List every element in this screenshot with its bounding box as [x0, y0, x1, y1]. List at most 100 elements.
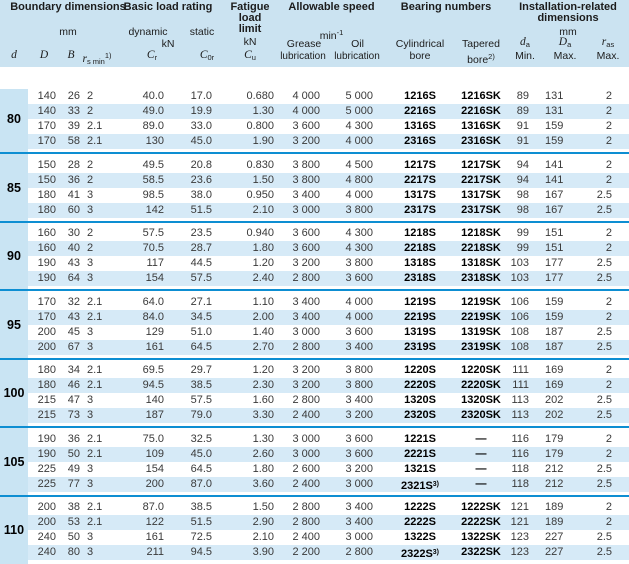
cell-oil-speed: 4 300 — [345, 242, 373, 254]
cell-tapered-bore: — — [475, 462, 487, 475]
cell-rs-min: 3 — [87, 257, 94, 269]
cell-oil-speed: 3 600 — [345, 325, 373, 338]
cell-B: 50 — [67, 531, 80, 543]
cell-tapered-bore: 1319SK — [461, 325, 501, 338]
cell-fatigue-limit: 1.50 — [252, 501, 274, 513]
cell-ras-max: 2 — [605, 501, 612, 513]
cell-cylindrical-bore: 1219S — [404, 295, 436, 308]
cell-Da-max: 151 — [545, 242, 564, 254]
cell-D: 180 — [37, 379, 56, 391]
cell-Da-max: 159 — [545, 295, 564, 308]
cell-rs-min: 3 — [87, 340, 94, 353]
cell-rs-min: 2 — [87, 105, 94, 117]
cell-rs-min: 3 — [87, 272, 94, 284]
cell-da-min: 111 — [512, 379, 529, 391]
cell-ras-max: 2 — [605, 364, 612, 376]
cell-static-load: 23.6 — [190, 173, 212, 186]
table-row: 215 73 3 187 79.0 3.30 2 400 3 200 2320S 2320SK 11… — [28, 408, 629, 423]
cell-B: 64 — [67, 272, 80, 284]
cell-cylindrical-bore: 1218S — [404, 227, 436, 239]
bearing-group: 110 200 38 2.1 87.0 38.5 1.50 2 800 3 400 1222S 12… — [0, 500, 629, 564]
cell-cylindrical-bore: 1319S — [404, 325, 436, 338]
cell-dynamic-load: 84.0 — [142, 310, 164, 323]
cell-dynamic-load: 200 — [145, 477, 164, 490]
cell-cylindrical-bore: 2220S — [404, 379, 436, 391]
cell-fatigue-limit: 2.40 — [252, 272, 274, 284]
static-label: static — [189, 26, 215, 38]
cell-Da-max: 212 — [545, 462, 564, 475]
cell-tapered-bore: 1219SK — [461, 295, 501, 308]
cell-D: 200 — [37, 516, 56, 528]
cell-oil-speed: 3 800 — [345, 257, 373, 269]
cell-Da-max: 179 — [545, 432, 564, 445]
cell-oil-speed: 3 400 — [345, 394, 373, 406]
cell-grease-speed: 2 800 — [292, 394, 320, 406]
cell-grease-speed: 3 600 — [292, 242, 320, 254]
table-row: 215 47 3 140 57.5 1.60 2 800 3 400 1320S 1320SK 11… — [28, 393, 629, 408]
table-row: 180 46 2.1 94.5 38.5 2.30 3 200 3 800 2220S 2220S… — [28, 378, 629, 393]
cell-ras-max: 2.5 — [596, 325, 612, 338]
cell-Da-max: 202 — [545, 394, 564, 406]
cell-Da-max: 227 — [545, 531, 564, 543]
cell-B: 26 — [67, 90, 80, 102]
cell-rs-min: 2.1 — [87, 310, 103, 323]
bearing-group: 95 170 32 2.1 64.0 27.1 1.10 3 400 4 000 1219S 121… — [0, 295, 629, 364]
cell-Da-max: 169 — [545, 364, 564, 376]
cell-grease-speed: 4 000 — [292, 105, 320, 117]
table-row: 190 36 2.1 75.0 32.5 1.30 3 000 3 600 1221S — 116 1… — [28, 432, 629, 447]
cell-static-load: 64.5 — [190, 340, 212, 353]
cell-tapered-bore: 2217SK — [461, 173, 501, 186]
cell-da-min: 123 — [510, 531, 529, 543]
cell-D: 200 — [37, 325, 56, 338]
cell-B: 33 — [67, 105, 80, 117]
cell-static-load: 64.5 — [190, 462, 212, 475]
cell-oil-speed: 3 000 — [345, 477, 373, 490]
table-row: 170 39 2.1 89.0 33.0 0.800 3 600 4 300 1316S 1316… — [28, 119, 629, 134]
cell-B: 43 — [67, 257, 80, 269]
cell-Da-max: 189 — [545, 501, 564, 513]
bore-diameter-label: 100 — [3, 386, 25, 400]
col-header-c0r: C0r — [199, 49, 215, 62]
cell-da-min: 116 — [511, 432, 529, 445]
table-row: 240 50 3 161 72.5 2.10 2 400 3 000 1322S 1322SK 12… — [28, 530, 629, 545]
cell-ras-max: 2 — [605, 242, 612, 254]
cell-D: 160 — [37, 242, 56, 254]
cell-B: 49 — [67, 462, 80, 475]
cell-B: 28 — [67, 158, 80, 171]
grease-label-line1: Grease — [286, 38, 322, 50]
cell-da-min: 103 — [510, 257, 529, 269]
cell-fatigue-limit: 1.90 — [252, 135, 274, 147]
cell-static-load: 32.5 — [190, 432, 212, 445]
da-min-label: Min. — [515, 50, 535, 62]
cell-rs-min: 2 — [87, 158, 94, 171]
cell-tapered-bore: 2316SK — [461, 135, 501, 147]
table-row: 200 53 2.1 122 51.5 2.90 2 800 3 400 2222S 2222SK… — [28, 515, 629, 530]
cell-da-min: 98 — [516, 203, 529, 216]
table-row: 190 64 3 154 57.5 2.40 2 800 3 600 2318S 2318SK 10… — [28, 271, 629, 286]
cell-ras-max: 2 — [605, 173, 612, 186]
cell-da-min: 118 — [511, 477, 529, 490]
cell-rs-min: 2.1 — [87, 501, 103, 513]
cell-tapered-bore: — — [475, 447, 487, 460]
cell-rs-min: 3 — [87, 203, 94, 216]
bore-diameter-label: 95 — [7, 317, 21, 332]
cell-fatigue-limit: 1.80 — [252, 242, 274, 254]
cell-da-min: 98 — [516, 188, 529, 201]
boundary-unit-label: mm — [59, 26, 77, 38]
table-row: 160 40 2 70.5 28.7 1.80 3 600 4 300 2218S 2218SK 9… — [28, 241, 629, 256]
cell-tapered-bore: 1216SK — [461, 90, 501, 102]
cell-rs-min: 2.1 — [87, 120, 103, 132]
cell-grease-speed: 3 000 — [292, 203, 320, 216]
cell-fatigue-limit: 0.800 — [246, 120, 274, 132]
table-row: 200 45 3 129 51.0 1.40 3 000 3 600 1319S 1319SK 10… — [28, 325, 629, 340]
cell-grease-speed: 2 400 — [292, 531, 320, 543]
cell-cylindrical-bore: 1217S — [404, 158, 436, 171]
fatigue-title-line2: load — [238, 12, 262, 24]
cell-oil-speed: 3 600 — [345, 447, 373, 460]
cell-Da-max: 202 — [545, 409, 564, 421]
cell-grease-speed: 2 200 — [292, 546, 320, 558]
cell-grease-speed: 3 800 — [292, 173, 320, 186]
cell-grease-speed: 2 400 — [292, 477, 320, 490]
cell-oil-speed: 4 000 — [345, 188, 373, 201]
